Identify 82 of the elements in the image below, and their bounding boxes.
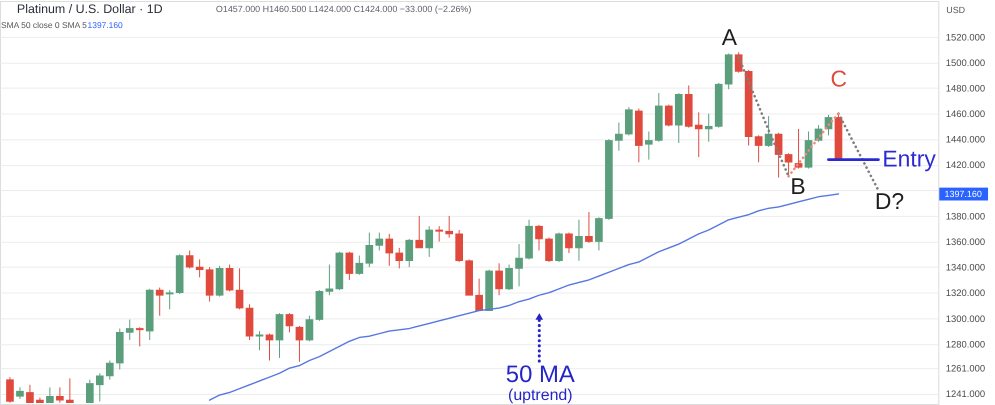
candlestick [46,386,54,404]
candlestick [445,215,454,238]
candlestick [96,372,104,402]
y-tick-label: 1340.000 [946,262,986,274]
candlestick [136,326,144,347]
annotation: B [790,173,806,200]
candlestick [764,116,772,148]
annotation: D? [874,188,904,214]
candlestick [505,264,513,291]
candlestick [385,233,394,266]
candlestick [694,112,703,158]
candlestick [66,378,74,404]
y-tick-label: 1320.000 [946,288,986,300]
y-tick-label: 1500.000 [946,58,986,69]
candlestick [56,386,64,404]
y-tick-label: 1241.000 [946,389,986,400]
annotation: A [722,24,738,50]
annotation: SMA 50 close 0 SMA 5 [0,20,88,30]
candlestick [435,226,444,242]
y-tick-label: 1440.000 [946,134,986,146]
candlestick [495,262,503,296]
candlestick [405,238,414,268]
candlestick [6,376,14,404]
candlestick [754,134,762,163]
candlestick [226,264,234,292]
candlestick [156,287,164,316]
candlestick [16,386,24,400]
annotation: 50 MA [506,361,575,388]
candlestick [196,258,204,278]
candlestick [296,325,304,362]
candlestick [286,312,294,333]
candlestick [794,128,802,170]
candlestick [236,268,244,310]
y-tick-label: 1420.000 [946,160,986,172]
candlestick [784,152,792,177]
candlestick [615,122,623,152]
candlestick [186,250,194,269]
chart-subtitle: O1457.000 H1460.500 L1424.000 C1424.000 −33.000 (−2.26%) [216,4,472,14]
candlestick [346,251,354,280]
text: USD [946,4,966,15]
y-tick-label: 1480.000 [946,83,986,94]
y-tick-label: 1280.000 [946,339,986,350]
candlestick [375,232,384,251]
candlestick [415,215,424,248]
y-tick-label: 1460.000 [946,109,986,120]
candlestick [166,290,174,310]
candlestick [26,384,34,404]
candlestick [126,319,134,341]
y-tick-label: 1380.000 [946,211,986,222]
candlestick [106,360,114,380]
candlestick [535,224,543,251]
y-tick-label: 1261.000 [946,364,986,375]
candlestick [306,315,314,342]
candlestick [545,237,553,262]
text: 1397.160 [944,189,982,200]
candlestick [774,132,782,178]
y-tick-label: 1520.000 [946,32,986,44]
candlestick [256,330,264,351]
annotation: C [830,66,848,92]
annotation: (uptrend) [508,387,573,404]
candlestick [704,113,713,142]
candlestick [515,244,523,287]
candlestick [356,255,364,276]
line-series [787,112,840,178]
candlestick [565,232,573,254]
candlestick [365,232,374,268]
candlestick [266,333,274,361]
candlestick [425,226,434,258]
candlestick [326,264,334,296]
candlestick [664,104,673,127]
chart-title: Platinum / U.S. Dollar · 1D [16,2,163,16]
candlestick [86,379,94,404]
y-tick-label: 1300.000 [946,314,986,325]
candlestick [595,216,603,251]
candlestick [395,247,404,269]
candlestick [644,131,653,160]
annotation: 1397.160 [88,20,124,30]
candlestick [575,219,583,262]
candlestick [585,212,593,244]
series-label: Entry [882,146,936,172]
candlestick [475,278,483,312]
y-tick-label: 1360.000 [946,237,986,248]
